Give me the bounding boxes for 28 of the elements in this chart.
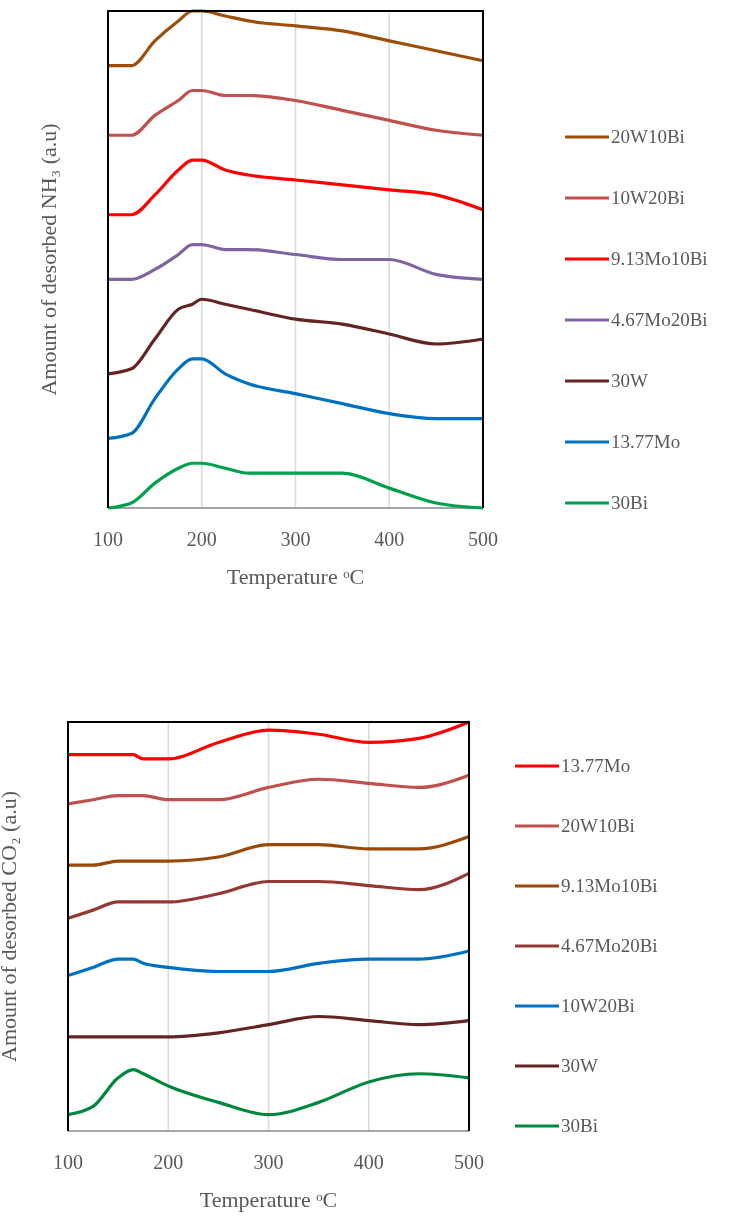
x-tick-label: 500 bbox=[454, 1151, 484, 1173]
y-axis-title: Amount of desorbed CO₂ (a.u) bbox=[0, 790, 21, 1063]
y-axis-title: Amount of desorbed NH₃ (a.u) bbox=[36, 123, 61, 396]
x-tick-label: 200 bbox=[186, 528, 217, 550]
legend-label: 30W bbox=[561, 1055, 598, 1076]
legend-label: 20W10Bi bbox=[611, 126, 685, 147]
legend-label: 30Bi bbox=[611, 492, 648, 513]
legend-label: 20W10Bi bbox=[561, 815, 635, 836]
x-tick-label: 100 bbox=[93, 528, 123, 550]
x-tick-label: 100 bbox=[53, 1151, 83, 1173]
x-axis-title: Temperature ᵒC bbox=[226, 564, 365, 589]
x-tick-label: 300 bbox=[280, 528, 311, 550]
legend-label: 13.77Mo bbox=[561, 755, 631, 776]
x-tick-label: 400 bbox=[374, 528, 405, 550]
legend-label: 13.77Mo bbox=[611, 431, 681, 452]
x-axis-title: Temperature ᵒC bbox=[199, 1187, 338, 1212]
legend-label: 9.13Mo10Bi bbox=[561, 875, 658, 896]
legend-label: 30W bbox=[611, 370, 648, 391]
legend-label: 30Bi bbox=[561, 1115, 598, 1136]
legend-label: 4.67Mo20Bi bbox=[561, 935, 658, 956]
x-tick-label: 200 bbox=[153, 1151, 184, 1173]
legend-label: 4.67Mo20Bi bbox=[611, 309, 708, 330]
x-tick-label: 500 bbox=[468, 528, 498, 550]
x-tick-label: 400 bbox=[353, 1151, 384, 1173]
legend-label: 10W20Bi bbox=[561, 995, 635, 1016]
legend-label: 10W20Bi bbox=[611, 187, 685, 208]
x-tick-label: 300 bbox=[253, 1151, 284, 1173]
legend-label: 9.13Mo10Bi bbox=[611, 248, 708, 269]
